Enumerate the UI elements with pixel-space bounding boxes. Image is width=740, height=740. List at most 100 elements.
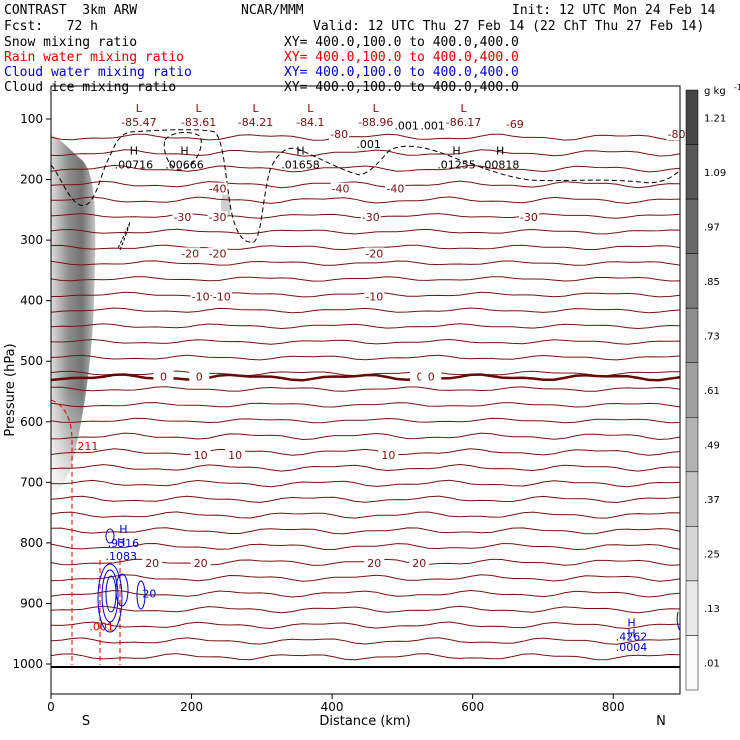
contour-label-bg	[180, 247, 201, 260]
cloud-ice-contour-tiny	[117, 221, 131, 251]
isotherm-line	[51, 463, 680, 472]
contour-label-bg	[153, 370, 174, 383]
header-valid: Valid: 12 UTC Thu 27 Feb 14 (22 ChT Thu …	[313, 19, 705, 34]
colorbar-swatch	[685, 580, 699, 636]
isotherm-line	[51, 323, 680, 330]
small-label: .001	[394, 119, 419, 132]
contour-label: -30	[520, 211, 538, 224]
contour-label: -20	[365, 247, 383, 260]
contour-label-bg	[207, 247, 228, 260]
colorbar-tick-label: .97	[704, 222, 720, 233]
small-label: .001	[420, 119, 445, 132]
plot-frame	[50, 85, 681, 695]
colorbar-swatch	[685, 471, 699, 527]
contour-label: 20	[412, 557, 426, 570]
high-marker: H	[296, 144, 304, 157]
contour-label: -10	[192, 290, 210, 303]
contour-label: -30	[209, 211, 227, 224]
isotherm-line	[51, 133, 680, 141]
cloud-water-contour	[115, 573, 129, 607]
header-model: CONTRAST 3km ARW	[4, 3, 138, 18]
small-label: .001	[356, 138, 381, 151]
low-value: -88.96	[358, 116, 393, 129]
cloud-water-contour	[97, 563, 123, 633]
field-name: Cloud ice mixing ratio	[4, 80, 177, 95]
high-marker: H	[180, 144, 188, 157]
contour-label-bg	[190, 556, 211, 569]
isotherm-zero	[51, 373, 680, 382]
isotherm-line	[51, 637, 680, 645]
contour-label: -20	[181, 247, 199, 260]
high-marker: H	[130, 144, 138, 157]
colorbar-tick-label: 1.21	[704, 113, 726, 124]
contour-label: -30	[173, 211, 191, 224]
isotherm-line	[51, 260, 680, 266]
colorbar-swatch	[685, 635, 699, 691]
contour-label: -40	[386, 183, 404, 196]
colorbar-swatch	[685, 417, 699, 473]
colorbar-tick-label: .73	[704, 331, 720, 342]
colorbar-unit: g kg	[704, 86, 726, 97]
mixing-ratio-overlays	[51, 129, 680, 665]
contour-label-bg	[364, 290, 385, 303]
small-label: .001	[89, 621, 114, 634]
x-end-left: S	[82, 714, 90, 729]
high-marker: H	[119, 523, 127, 536]
low-marker: L	[252, 102, 259, 115]
rain-contour	[51, 399, 73, 665]
y-tick-label: 400	[20, 294, 43, 308]
contour-label-bg	[385, 182, 406, 195]
contour-label-bg	[190, 290, 211, 303]
y-tick-label: 1000	[12, 657, 43, 671]
colorbar-swatch	[685, 253, 699, 309]
contour-label: 20	[367, 557, 381, 570]
contour-label: -80	[668, 128, 686, 141]
isotherm-line	[51, 354, 680, 361]
colorbar-tick-label: .61	[704, 386, 720, 397]
high-marker: H	[117, 536, 125, 549]
high-value: .01255	[437, 158, 476, 171]
isotherm-line	[51, 417, 680, 424]
isotherm-line	[51, 402, 680, 408]
isotherm-line	[51, 164, 680, 173]
contour-label: 0	[160, 370, 167, 383]
header-init: Init: 12 UTC Mon 24 Feb 14	[512, 3, 716, 18]
low-value: -83.61	[181, 116, 216, 129]
field-xy: XY= 400.0,100.0 to 400.0,400.0	[284, 35, 519, 50]
header-fcst: Fcst: 72 h	[4, 19, 98, 34]
isotherm-line	[51, 589, 680, 598]
contour-label: 10	[228, 449, 242, 462]
axes	[46, 118, 614, 699]
x-tick-label: 600	[461, 700, 484, 714]
contour-label: -40	[209, 183, 227, 196]
isotherm-line	[51, 527, 680, 535]
y-tick-label: 700	[20, 475, 43, 489]
field-name: Cloud water mixing ratio	[4, 65, 192, 80]
contour-label: 0	[428, 370, 435, 383]
contour-label: -40	[332, 183, 350, 196]
contour-label: 20	[145, 557, 159, 570]
x-end-right: N	[656, 714, 666, 729]
low-value: -85.47	[121, 116, 156, 129]
colorbar-tick-label: .37	[704, 495, 720, 506]
contour-label-bg	[207, 182, 228, 195]
contour-label: 10	[381, 449, 395, 462]
low-value: -84.21	[238, 116, 273, 129]
contour-label: 0	[196, 370, 203, 383]
high-value: .01658	[281, 158, 320, 171]
x-tick-label: 0	[47, 700, 55, 714]
contour-label: 20	[194, 557, 208, 570]
x-axis-label: Distance (km)	[319, 714, 410, 729]
high-marker: H	[627, 617, 635, 630]
colorbar-swatch	[685, 144, 699, 200]
x-tick-label: 800	[602, 700, 625, 714]
contour-label-bg	[189, 370, 210, 383]
isotherm-line	[51, 605, 680, 614]
isotherm-line	[51, 479, 680, 488]
contour-label-bg	[360, 211, 381, 224]
contour-label-bg	[329, 128, 350, 141]
colorbar-swatch	[685, 307, 699, 363]
contour-label-bg	[142, 556, 163, 569]
contour-label-bg	[378, 449, 399, 462]
field-name: Rain water mixing ratio	[4, 50, 185, 65]
